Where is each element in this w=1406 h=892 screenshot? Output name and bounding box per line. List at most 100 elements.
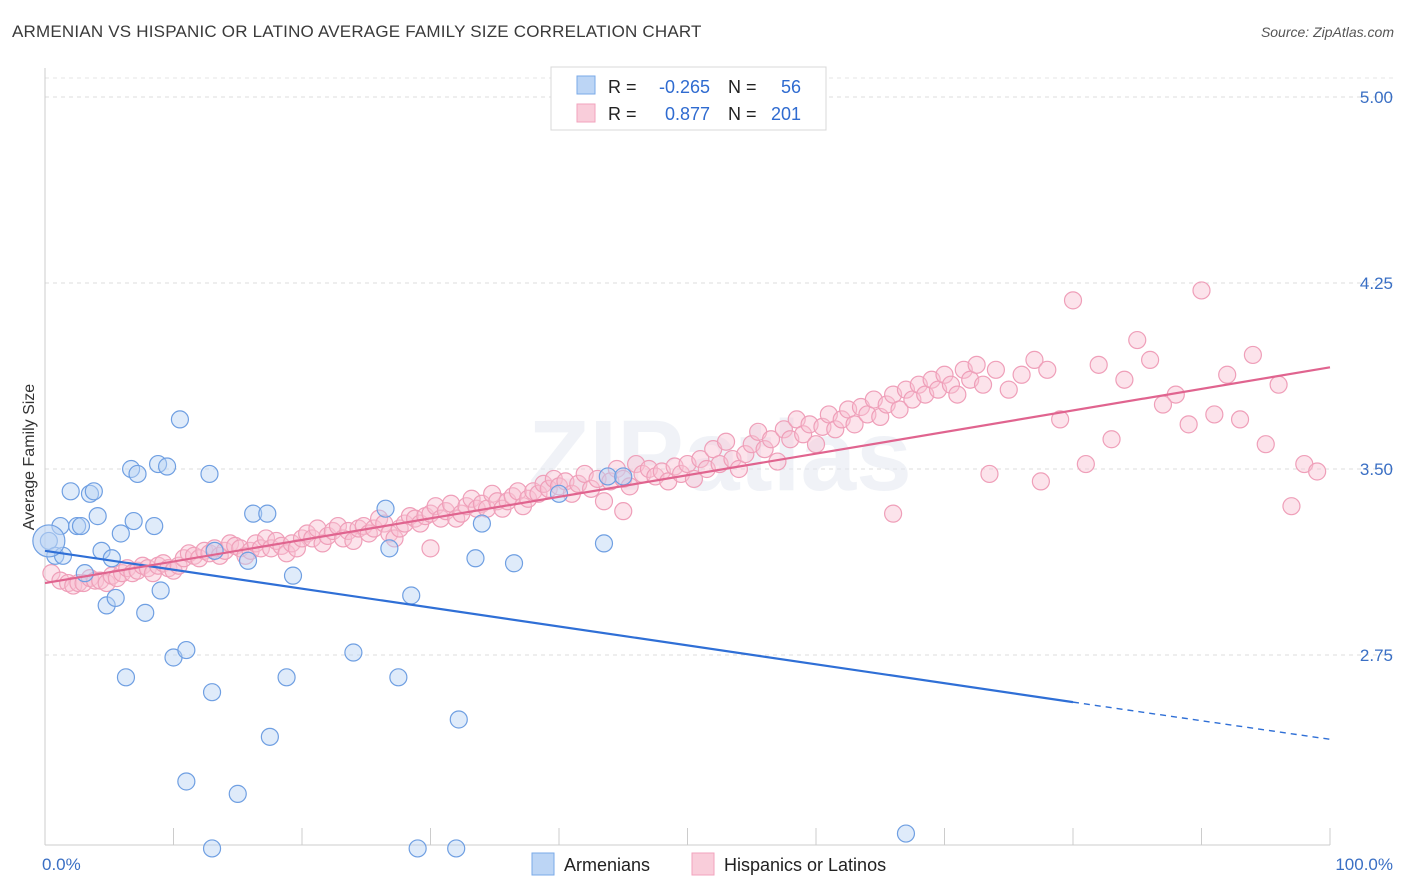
series-legend: Armenians Hispanics or Latinos <box>531 852 886 876</box>
armenian-point-13 <box>102 549 121 568</box>
armenian-point-52 <box>177 772 196 791</box>
armenian-point-21 <box>145 516 164 536</box>
armenian-point-19 <box>128 464 147 484</box>
stats-legend: R = -0.265 N = 56 R = 0.877 N = 201 <box>550 66 827 131</box>
bottom-legend-swatch-hispanics <box>691 852 715 876</box>
hispanic-point-157 <box>935 365 954 384</box>
legend-swatch-armenians <box>576 75 596 95</box>
y-tick-labels: 5.00 4.25 3.50 2.75 <box>1360 88 1393 665</box>
hispanic-point-135 <box>794 425 813 444</box>
armenian-point-36 <box>283 566 303 585</box>
armenian-point-46 <box>549 484 569 503</box>
hispanic-point-159 <box>948 385 967 404</box>
hispanic-point-194 <box>421 539 440 558</box>
hispanic-point-126 <box>736 445 755 464</box>
hispanic-point-164 <box>986 360 1006 379</box>
legend-n-label-1: N = <box>728 77 757 97</box>
armenian-point-34 <box>260 727 279 746</box>
armenians-points <box>32 410 916 858</box>
armenian-point-7 <box>75 564 94 583</box>
hispanic-point-130 <box>761 430 781 449</box>
bottom-legend-label-armenians: Armenians <box>564 855 650 875</box>
hispanic-point-169 <box>1063 291 1083 310</box>
legend-swatch-hispanics <box>576 103 596 123</box>
armenian-point-38 <box>376 499 395 518</box>
bottom-legend-label-hispanics: Hispanics or Latinos <box>724 855 886 875</box>
legend-r-label-1: R = <box>608 77 637 97</box>
hispanic-point-167 <box>1025 350 1044 369</box>
armenian-point-29 <box>202 683 222 702</box>
legend-r-value-2: 0.877 <box>665 104 710 124</box>
armenian-point-42 <box>449 710 468 729</box>
hispanic-point-80 <box>462 489 481 508</box>
armenian-point-37 <box>344 643 363 662</box>
hispanic-point-174 <box>1192 281 1211 300</box>
hispanic-point-104 <box>594 492 614 511</box>
hispanic-point-143 <box>845 415 864 434</box>
armenian-point-6 <box>71 516 91 536</box>
armenian-point-55 <box>896 824 916 843</box>
armenian-point-35 <box>277 668 296 687</box>
hispanic-point-180 <box>1256 435 1275 454</box>
hispanic-point-190 <box>1031 472 1050 491</box>
hispanic-point-170 <box>1089 355 1108 374</box>
legend-n-value-1: 56 <box>781 77 801 97</box>
hispanic-point-182 <box>1128 330 1147 350</box>
hispanic-point-188 <box>1205 405 1224 424</box>
armenian-point-16 <box>116 668 136 687</box>
legend-n-label-2: N = <box>728 104 757 124</box>
hispanic-point-179 <box>1308 462 1327 481</box>
legend-r-label-2: R = <box>608 104 637 124</box>
hispanic-point-186 <box>1153 395 1173 414</box>
armenian-point-33 <box>258 504 277 523</box>
hispanic-point-129 <box>755 440 774 459</box>
armenian-point-39 <box>380 539 399 558</box>
axes <box>44 68 1331 846</box>
hispanic-point-137 <box>806 435 826 454</box>
armenian-point-5 <box>68 516 87 536</box>
hispanic-point-187 <box>1179 415 1198 434</box>
armenian-point-51 <box>228 784 247 803</box>
armenian-point-9 <box>84 482 103 501</box>
armenian-point-32 <box>244 504 263 523</box>
y-axis-title: Average Family Size <box>21 384 38 531</box>
hispanic-point-150 <box>890 400 909 419</box>
y-tick-label-2: 3.50 <box>1360 460 1393 479</box>
hispanic-point-172 <box>1140 350 1160 369</box>
source-credit: Source: ZipAtlas.com <box>1260 24 1394 40</box>
hispanic-point-93 <box>529 484 548 503</box>
armenian-point-18 <box>124 511 143 531</box>
hispanics-trend-line <box>44 366 1331 585</box>
hispanic-point-166 <box>1012 365 1031 384</box>
y-tick-label-3: 2.75 <box>1360 646 1393 665</box>
armenian-point-45 <box>504 554 524 573</box>
hispanic-point-165 <box>999 380 1018 399</box>
armenians-trend-line <box>44 549 1074 704</box>
y-tick-label-1: 4.25 <box>1360 274 1393 293</box>
armenian-point-23 <box>151 581 170 600</box>
hispanic-point-158 <box>941 375 961 394</box>
x-tick-label-max: 100.0% <box>1335 855 1393 874</box>
hispanic-point-140 <box>826 420 845 439</box>
armenian-point-24 <box>157 457 177 476</box>
armenian-point-31 <box>238 551 258 570</box>
hispanic-point-162 <box>967 355 986 374</box>
legend-r-value-1: -0.265 <box>659 77 710 97</box>
armenian-point-4 <box>61 482 80 501</box>
hispanic-point-185 <box>1051 410 1070 429</box>
hispanic-point-192 <box>883 504 903 523</box>
bottom-legend-swatch-armenians <box>531 852 555 876</box>
y-tick-label-0: 5.00 <box>1360 88 1393 107</box>
armenian-point-49 <box>614 467 633 486</box>
armenian-point-40 <box>389 668 408 687</box>
hispanic-point-65 <box>385 529 404 548</box>
hispanic-point-177 <box>1269 375 1288 394</box>
armenian-point-48 <box>598 467 617 486</box>
armenians-trend-extension <box>1072 701 1331 741</box>
hispanic-point-191 <box>980 464 999 484</box>
hispanic-point-94 <box>534 474 553 493</box>
armenian-point-14 <box>106 588 125 608</box>
armenian-point-28 <box>200 464 219 484</box>
legend-n-value-2: 201 <box>771 104 801 124</box>
